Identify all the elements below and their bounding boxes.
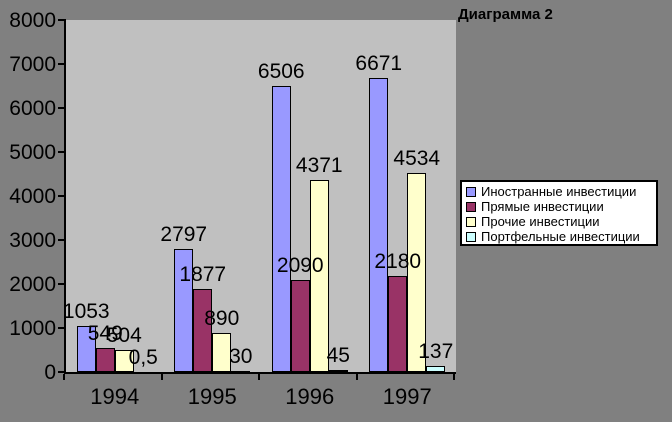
bar <box>426 366 446 372</box>
y-axis-tick-label: 2000 <box>9 273 56 296</box>
x-axis-tick <box>160 374 163 380</box>
x-axis-tick <box>355 374 358 380</box>
x-axis-category-label: 1997 <box>382 384 432 409</box>
legend-item: Прочие инвестиции <box>466 215 652 229</box>
y-axis-tick-label: 6000 <box>9 97 56 120</box>
x-axis-category-label: 1995 <box>187 384 237 409</box>
data-label: 45 <box>326 344 350 367</box>
y-axis-tick <box>58 107 66 109</box>
y-axis-tick <box>58 19 66 21</box>
x-axis-tick <box>258 374 260 380</box>
y-axis-tick-label: 3000 <box>9 229 56 252</box>
legend-swatch-icon <box>466 232 476 242</box>
legend-item: Портфельные инвестиции <box>466 230 652 244</box>
x-axis-tick <box>63 374 65 380</box>
bar <box>309 180 329 372</box>
bar <box>231 371 251 373</box>
data-label: 6671 <box>355 52 403 75</box>
data-label: 0,5 <box>128 346 158 369</box>
bar <box>271 86 291 372</box>
legend: Иностранные инвестиции Прямые инвестиции П… <box>460 180 658 246</box>
legend-swatch-icon <box>466 202 476 212</box>
x-axis-tick <box>453 374 455 380</box>
data-label: 890 <box>204 307 240 330</box>
data-label: 4371 <box>295 154 343 177</box>
legend-swatch-icon <box>466 217 476 227</box>
data-label: 2090 <box>276 254 324 277</box>
bar <box>193 289 213 372</box>
legend-item: Иностранные инвестиции <box>466 185 652 199</box>
y-axis-tick-label: 0 <box>44 361 56 384</box>
legend-swatch-icon <box>466 187 476 197</box>
bar <box>212 333 232 372</box>
y-axis-tick <box>58 151 66 153</box>
y-axis-tick <box>58 283 66 285</box>
data-label: 2180 <box>374 250 422 273</box>
data-label: 4534 <box>393 147 441 170</box>
chart-title: Диаграмма 2 <box>458 6 553 23</box>
data-label: 1053 <box>62 300 110 323</box>
y-axis-tick <box>58 63 66 65</box>
legend-label: Прочие инвестиции <box>481 214 600 229</box>
bar <box>388 276 408 372</box>
y-axis-tick-label: 1000 <box>9 317 56 340</box>
legend-item: Прямые инвестиции <box>466 200 652 214</box>
y-axis-tick-label: 4000 <box>9 185 56 208</box>
y-axis-tick <box>58 327 66 329</box>
x-axis-category-label: 1994 <box>90 384 140 409</box>
bar <box>174 249 194 372</box>
bar <box>114 350 134 372</box>
data-label: 549 <box>87 322 123 345</box>
legend-label: Портфельные инвестиции <box>481 229 640 244</box>
bar <box>95 348 115 372</box>
x-axis-category-label: 1996 <box>285 384 335 409</box>
y-axis-tick <box>58 195 66 197</box>
bar <box>369 78 389 372</box>
y-axis-tick <box>58 371 66 373</box>
legend-label: Прямые инвестиции <box>481 199 604 214</box>
y-axis-tick-label: 8000 <box>9 9 56 32</box>
bar <box>328 370 348 372</box>
bar <box>290 280 310 372</box>
y-axis-tick-label: 5000 <box>9 141 56 164</box>
data-label: 30 <box>229 345 253 368</box>
bar <box>76 326 96 372</box>
y-axis-tick-label: 7000 <box>9 53 56 76</box>
data-label: 137 <box>418 340 454 363</box>
data-label: 6506 <box>257 60 305 83</box>
bar <box>407 173 427 372</box>
data-label: 1877 <box>179 263 227 286</box>
data-label: 504 <box>106 324 142 347</box>
y-axis-tick <box>58 239 66 241</box>
legend-label: Иностранные инвестиции <box>481 184 637 199</box>
data-label: 2797 <box>160 223 208 246</box>
